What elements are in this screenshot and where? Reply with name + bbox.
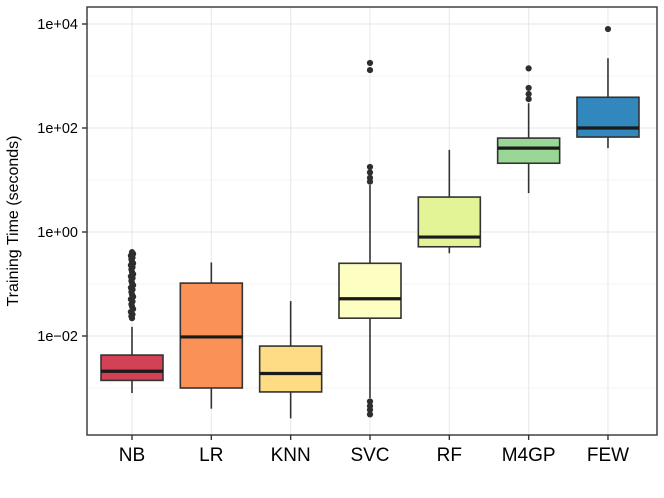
outlier-point-svc [366, 178, 374, 185]
x-tick-label-svc: SVC [350, 445, 389, 466]
box-rf [417, 196, 482, 248]
outlier-point-m4gp [525, 95, 532, 103]
box-nb [100, 354, 164, 382]
box-few [576, 96, 640, 138]
y-axis-title: Training Time (seconds) [5, 135, 22, 306]
outlier-point-m4gp [525, 65, 532, 72]
box-m4gp [496, 137, 561, 165]
outlier-point-svc [366, 411, 374, 418]
x-tick-label-few: FEW [587, 445, 629, 466]
x-tick-label-m4gp: M4GP [502, 445, 556, 466]
y-tick-label: 1e+02 [37, 121, 78, 137]
box-knn [258, 345, 323, 393]
outlier-point-nb [128, 315, 136, 322]
outlier-point-svc [366, 163, 374, 171]
y-tick-label: 1e+00 [37, 225, 78, 241]
y-tick-label: 1e−02 [37, 329, 78, 345]
y-tick-label: 1e+04 [37, 17, 78, 33]
x-tick-label-knn: KNN [271, 445, 311, 466]
outlier-point-svc [366, 59, 374, 67]
outlier-point-svc [366, 66, 374, 74]
box-svc [338, 262, 402, 319]
x-tick-label-nb: NB [119, 445, 145, 466]
outlier-point-svc [366, 406, 374, 413]
outlier-point-m4gp [525, 90, 532, 98]
x-tick-label-rf: RF [437, 445, 462, 466]
x-tick-label-lr: LR [199, 445, 223, 466]
outlier-point-m4gp [525, 84, 532, 92]
outlier-point-svc [366, 398, 374, 405]
outlier-point-svc [366, 169, 374, 176]
panel-border [86, 6, 658, 436]
outlier-point-few [604, 25, 612, 33]
